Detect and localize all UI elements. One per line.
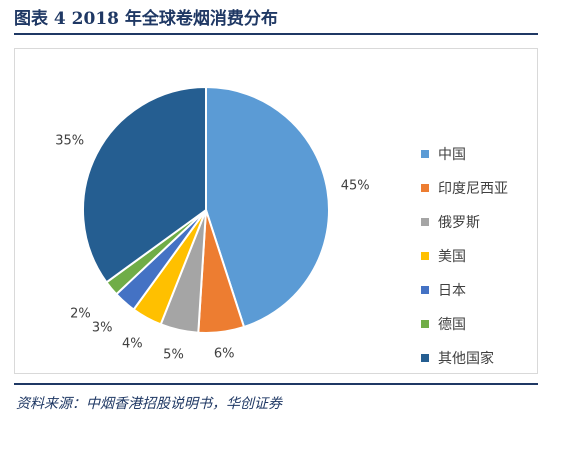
legend-swatch (421, 320, 429, 328)
legend-item: 美国 (421, 239, 508, 273)
legend-label: 日本 (438, 283, 466, 299)
slice-value-label: 6% (213, 346, 235, 362)
slice-value-label: 3% (91, 320, 113, 336)
pie-slice (82, 85, 207, 284)
legend-item: 其他国家 (421, 341, 508, 375)
pie-chart (82, 85, 330, 335)
slice-value-label: 4% (121, 336, 143, 352)
legend-swatch (421, 252, 429, 260)
legend-label: 德国 (438, 317, 466, 333)
legend-label: 印度尼西亚 (438, 181, 508, 197)
pie-slice (205, 85, 330, 329)
legend-swatch (421, 286, 429, 294)
legend-item: 德国 (421, 307, 508, 341)
legend-item: 日本 (421, 273, 508, 307)
slice-value-label: 2% (70, 306, 91, 322)
legend-item: 中国 (421, 137, 508, 171)
legend-item: 俄罗斯 (421, 205, 508, 239)
legend: 中国印度尼西亚俄罗斯美国日本德国其他国家 (421, 137, 508, 375)
title-divider (14, 33, 538, 35)
legend-label: 中国 (438, 147, 466, 163)
legend-swatch (421, 218, 429, 226)
legend-swatch (421, 354, 429, 362)
legend-label: 美国 (438, 249, 466, 265)
legend-swatch (421, 150, 429, 158)
figure-title: 图表 4 2018 年全球卷烟消费分布 (14, 9, 278, 29)
legend-swatch (421, 184, 429, 192)
slice-value-label: 5% (163, 347, 184, 363)
slice-value-label: 35% (55, 133, 85, 149)
chart-area: 45% 6% 5% 4% 3% 2% 35% 中国印度尼西亚俄罗斯美国日本德国其他国家 (14, 48, 538, 374)
source-divider (14, 383, 538, 385)
legend-item: 印度尼西亚 (421, 171, 508, 205)
legend-label: 俄罗斯 (438, 215, 480, 231)
slice-value-label: 45% (340, 178, 370, 194)
legend-label: 其他国家 (438, 351, 494, 367)
source-note: 资料来源：中烟香港招股说明书，华创证券 (16, 396, 282, 412)
